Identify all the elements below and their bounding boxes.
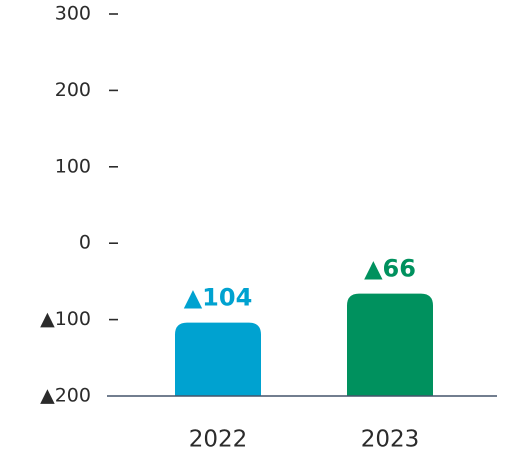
- x-category-label: 2023: [361, 427, 420, 453]
- data-label-2023: ▲66: [364, 255, 416, 283]
- bar-2023: [347, 293, 433, 396]
- data-labels: ▲104 ▲66: [184, 255, 416, 312]
- y-tick-label: ▲100: [40, 308, 91, 330]
- data-label-2022: ▲104: [184, 284, 253, 312]
- y-tick-label: 0: [79, 232, 91, 254]
- y-axis: 300 200 100 0 ▲100 ▲200: [40, 3, 118, 407]
- bar-2022: [175, 322, 261, 396]
- bars: [175, 293, 433, 396]
- y-tick-label: 300: [55, 3, 91, 25]
- y-tick-label: 200: [55, 79, 91, 101]
- x-category-label: 2022: [189, 427, 248, 453]
- x-axis: 2022 2023: [107, 395, 497, 453]
- y-tick-label: ▲200: [40, 385, 91, 407]
- y-tick-label: 100: [55, 155, 91, 177]
